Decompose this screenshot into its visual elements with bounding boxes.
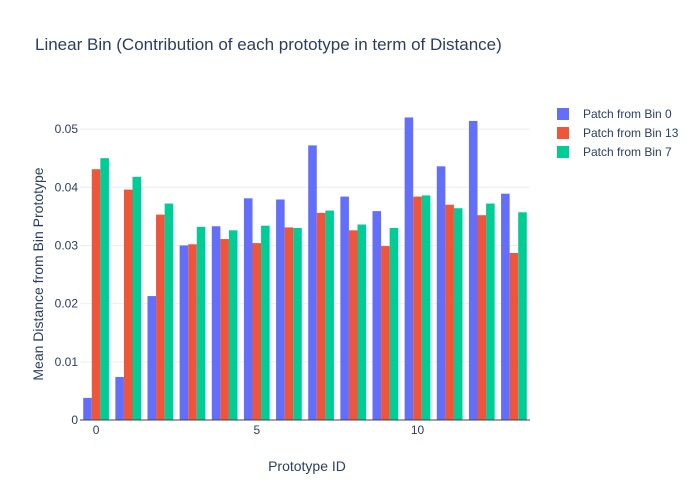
- y-axis-ticks: 0 0.01 0.02 0.03 0.04 0.05: [55, 122, 79, 427]
- y-tick-label: 0.03: [55, 238, 79, 252]
- bar[interactable]: [147, 296, 157, 420]
- bar[interactable]: [220, 239, 229, 420]
- bar[interactable]: [228, 230, 238, 420]
- bar[interactable]: [477, 215, 487, 420]
- bar[interactable]: [188, 244, 197, 420]
- x-tick-label: 5: [253, 423, 260, 437]
- legend-label[interactable]: Patch from Bin 13: [583, 126, 679, 140]
- bar[interactable]: [243, 198, 253, 420]
- bar[interactable]: [372, 211, 382, 420]
- bar[interactable]: [381, 246, 390, 420]
- bar[interactable]: [486, 203, 495, 420]
- bar[interactable]: [179, 245, 189, 420]
- bar[interactable]: [501, 193, 510, 420]
- legend-label[interactable]: Patch from Bin 0: [583, 107, 672, 121]
- bar[interactable]: [509, 253, 519, 420]
- bar[interactable]: [83, 397, 92, 420]
- legend-label[interactable]: Patch from Bin 7: [583, 145, 672, 159]
- bar[interactable]: [91, 169, 101, 420]
- bar[interactable]: [132, 176, 142, 420]
- y-tick-label: 0.04: [55, 180, 79, 194]
- y-tick-label: 0.05: [55, 122, 79, 136]
- x-tick-label: 10: [411, 423, 425, 437]
- legend[interactable]: Patch from Bin 0 Patch from Bin 13 Patch f…: [557, 107, 679, 159]
- legend-swatch[interactable]: [557, 146, 569, 158]
- y-tick-label: 0: [71, 413, 78, 427]
- bar[interactable]: [100, 158, 109, 420]
- x-axis-ticks: 0 5 10: [93, 423, 425, 437]
- legend-swatch[interactable]: [557, 127, 569, 139]
- bar[interactable]: [164, 203, 174, 420]
- bar[interactable]: [252, 243, 262, 420]
- y-tick-label: 0.01: [55, 355, 79, 369]
- legend-swatch[interactable]: [557, 108, 569, 120]
- bar[interactable]: [445, 204, 454, 420]
- bar[interactable]: [348, 230, 358, 420]
- bar[interactable]: [276, 199, 285, 420]
- bar[interactable]: [308, 145, 317, 420]
- bar[interactable]: [261, 225, 270, 420]
- bar[interactable]: [340, 196, 349, 420]
- bar[interactable]: [325, 210, 334, 420]
- bar[interactable]: [518, 212, 527, 420]
- x-tick-label: 0: [93, 423, 100, 437]
- bar[interactable]: [123, 189, 133, 420]
- bar[interactable]: [453, 208, 463, 420]
- bar[interactable]: [316, 212, 326, 420]
- bar[interactable]: [156, 214, 165, 420]
- chart-title: Linear Bin (Contribution of each prototy…: [35, 35, 502, 54]
- bars: [80, 117, 530, 421]
- bar[interactable]: [211, 226, 221, 420]
- bar[interactable]: [196, 226, 206, 420]
- y-tick-label: 0.02: [55, 297, 79, 311]
- y-axis-title: Mean Distance from Bin Prototype: [30, 167, 46, 380]
- bar[interactable]: [436, 166, 446, 420]
- bar[interactable]: [413, 196, 422, 420]
- x-axis-title: Prototype ID: [268, 458, 346, 474]
- bar[interactable]: [293, 228, 302, 420]
- bar[interactable]: [284, 227, 294, 420]
- bar[interactable]: [389, 228, 399, 420]
- bar[interactable]: [468, 120, 478, 420]
- bar[interactable]: [404, 117, 414, 420]
- bar[interactable]: [357, 224, 367, 420]
- bar[interactable]: [421, 195, 431, 420]
- bar[interactable]: [115, 376, 124, 420]
